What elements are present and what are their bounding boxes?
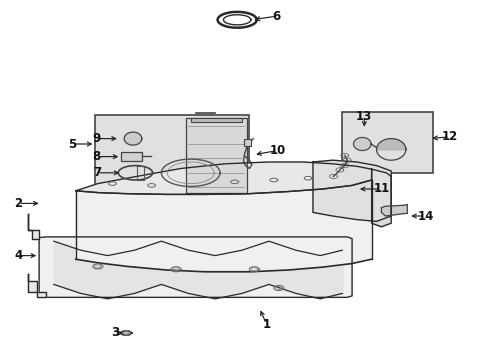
Bar xyxy=(243,139,251,146)
Bar xyxy=(121,152,142,161)
Bar xyxy=(95,115,249,194)
Text: 8: 8 xyxy=(93,150,101,163)
Polygon shape xyxy=(28,274,46,297)
Polygon shape xyxy=(371,169,390,227)
Polygon shape xyxy=(76,180,371,272)
Bar xyxy=(342,112,432,173)
Text: 13: 13 xyxy=(355,111,372,123)
Text: 7: 7 xyxy=(93,166,101,179)
Text: 11: 11 xyxy=(372,183,389,195)
Polygon shape xyxy=(28,214,39,239)
Polygon shape xyxy=(76,162,371,194)
Text: 12: 12 xyxy=(441,130,457,143)
Text: 10: 10 xyxy=(269,144,285,157)
Polygon shape xyxy=(312,160,390,221)
Polygon shape xyxy=(39,237,351,297)
Polygon shape xyxy=(39,238,346,297)
Bar xyxy=(190,118,242,122)
Polygon shape xyxy=(381,204,407,216)
Circle shape xyxy=(124,132,142,145)
Text: 9: 9 xyxy=(93,132,101,145)
Text: 5: 5 xyxy=(68,138,76,150)
Circle shape xyxy=(355,139,368,149)
Bar xyxy=(185,118,246,193)
Polygon shape xyxy=(120,331,132,335)
Text: 4: 4 xyxy=(15,249,22,262)
Text: 3: 3 xyxy=(111,327,119,339)
Text: 6: 6 xyxy=(272,10,280,23)
Text: 1: 1 xyxy=(262,318,270,330)
Text: 14: 14 xyxy=(416,210,433,222)
Text: 2: 2 xyxy=(15,197,22,210)
